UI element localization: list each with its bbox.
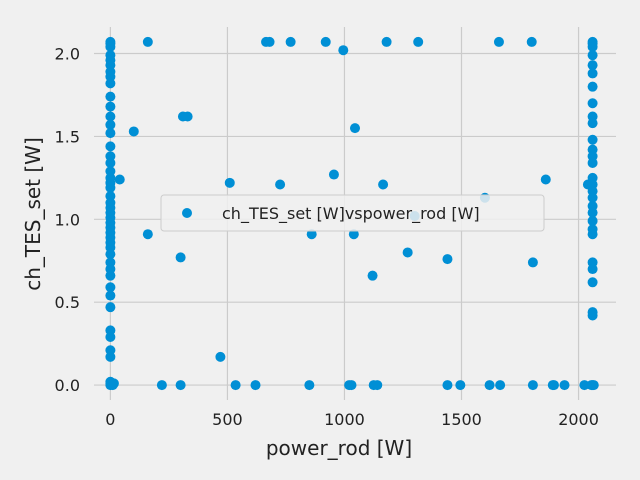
scatter-point (175, 380, 186, 391)
scatter-point (413, 36, 424, 47)
scatter-point (142, 36, 153, 47)
scatter-point (587, 207, 598, 218)
scatter-point (587, 157, 598, 168)
scatter-point (348, 229, 359, 240)
scatter-point (105, 128, 116, 139)
scatter-point (128, 126, 139, 137)
scatter-point (105, 41, 116, 52)
scatter-point (346, 380, 357, 391)
scatter-point (372, 380, 383, 391)
y-axis-label: ch_TES_set [W] (21, 137, 45, 291)
scatter-point (527, 380, 538, 391)
scatter-point (275, 179, 286, 190)
scatter-point (156, 380, 167, 391)
scatter-point (105, 270, 116, 281)
scatter-point (587, 81, 598, 92)
scatter-point (587, 229, 598, 240)
scatter-point (588, 380, 599, 391)
scatter-point (105, 141, 116, 152)
x-tick-label: 0 (105, 410, 115, 429)
scatter-point (320, 36, 331, 47)
data-points (105, 36, 599, 391)
scatter-point (455, 380, 466, 391)
scatter-point (250, 380, 261, 391)
y-tick-label: 2.0 (55, 45, 80, 64)
legend-entry-label: ch_TES_set [W]vspower_rod [W] (222, 204, 480, 224)
scatter-point (108, 378, 119, 389)
scatter-point (495, 380, 506, 391)
scatter-point (587, 192, 598, 203)
scatter-point (105, 101, 116, 112)
legend-box (160, 194, 545, 232)
scatter-point (587, 68, 598, 79)
scatter-point (328, 169, 339, 180)
scatter-point (105, 119, 116, 130)
x-tick-labels: 0 500 1000 1500 2000 (105, 410, 599, 429)
legend: ch_TES_set [W]vspower_rod [W] (160, 194, 545, 232)
scatter-point (484, 380, 495, 391)
scatter-point (587, 98, 598, 109)
scatter-point (548, 380, 559, 391)
scatter-point (442, 380, 453, 391)
x-axis-label: power_rod [W] (266, 436, 412, 460)
scatter-point (105, 351, 116, 362)
x-tick-label: 1500 (441, 410, 482, 429)
scatter-point (587, 215, 598, 226)
scatter-point (142, 229, 153, 240)
y-tick-label: 1.5 (55, 127, 80, 146)
scatter-point (587, 310, 598, 321)
scatter-point (587, 277, 598, 288)
scatter-point (105, 290, 116, 301)
scatter-point (285, 36, 296, 47)
scatter-point (587, 264, 598, 275)
legend-marker (182, 208, 192, 218)
scatter-point (105, 249, 116, 260)
scatter-point (105, 91, 116, 102)
scatter-point (175, 252, 186, 263)
scatter-point (105, 157, 116, 168)
scatter-point (304, 380, 315, 391)
scatter-point (587, 50, 598, 61)
scatter-point (559, 380, 570, 391)
scatter-point (105, 302, 116, 313)
scatter-point (381, 36, 392, 47)
scatter-point (587, 41, 598, 52)
scatter-point (105, 282, 116, 293)
scatter-point (579, 380, 590, 391)
x-tick-label: 500 (212, 410, 243, 429)
scatter-point (540, 174, 551, 185)
scatter-point (527, 257, 538, 268)
scatter-point (442, 254, 453, 265)
x-tick-label: 1000 (324, 410, 365, 429)
x-tick-label: 2000 (558, 410, 599, 429)
scatter-point (105, 111, 116, 122)
scatter-point (402, 247, 413, 258)
y-tick-labels: 0.0 0.5 1.0 1.5 2.0 (55, 45, 80, 396)
scatter-point (105, 332, 116, 343)
scatter-point (182, 111, 193, 122)
scatter-point (350, 123, 360, 134)
y-tick-label: 0.5 (55, 293, 80, 312)
scatter-point (114, 174, 125, 185)
scatter-point (264, 36, 275, 47)
y-tick-label: 0.0 (55, 376, 80, 395)
scatter-point (587, 118, 598, 129)
y-tick-label: 1.0 (55, 210, 80, 229)
scatter-point (493, 36, 504, 47)
scatter-point (230, 380, 241, 391)
scatter-point (587, 134, 598, 145)
scatter-point (367, 270, 378, 281)
scatter-point (587, 60, 598, 71)
scatter-point (105, 78, 116, 89)
scatter-point (378, 179, 389, 190)
scatter-point (224, 177, 235, 188)
scatter-point (306, 229, 317, 240)
scatter-point (338, 45, 349, 56)
scatter-point (215, 351, 226, 362)
scatter-point (526, 36, 537, 47)
scatter-point (105, 182, 116, 193)
